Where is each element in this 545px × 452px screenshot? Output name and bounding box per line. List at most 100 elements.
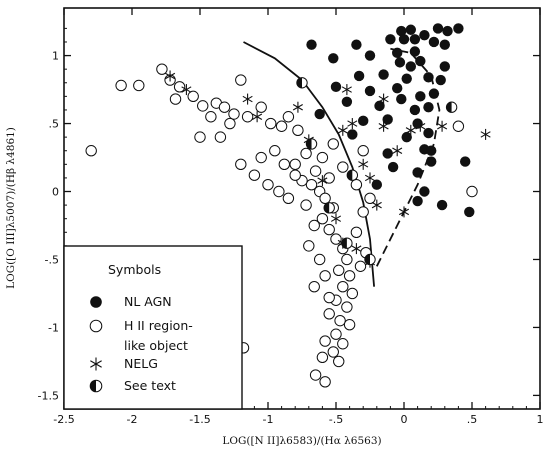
x-tick-label: 1 (537, 413, 544, 426)
asterisk-point (242, 93, 253, 105)
filled-circle-point (347, 129, 358, 140)
open-circle-point (330, 233, 342, 245)
asterisk-point (181, 84, 192, 96)
filled-circle-point (330, 81, 342, 93)
open-circle-point (85, 145, 97, 157)
open-circle-point (282, 192, 295, 205)
open-circle-point (313, 253, 326, 266)
open-circle-point (327, 346, 339, 358)
filled-circle-point (428, 36, 440, 48)
x-axis-label: LOG([N II]λ6583)/(Hα λ6563) (222, 435, 381, 447)
open-circle-point (350, 226, 363, 238)
filled-circle-point (439, 61, 450, 72)
filled-circle-point (426, 156, 437, 167)
filled-circle-point (409, 104, 421, 116)
asterisk-point (292, 101, 303, 113)
open-circle-point (265, 117, 277, 130)
open-circle-point (115, 79, 127, 92)
open-circle-point (300, 147, 312, 160)
open-circle-point (309, 369, 322, 381)
asterisk-point (437, 120, 448, 132)
y-tick-label: -1.5 (38, 389, 59, 402)
asterisk-point (480, 128, 491, 140)
filled-circle-point (423, 127, 434, 139)
x-tick-label: -2 (127, 413, 138, 426)
open-circle-point (218, 101, 231, 113)
open-circle-point (343, 270, 356, 282)
asterisk-point (165, 70, 176, 82)
asterisk-point (398, 206, 410, 218)
open-circle-point (235, 158, 247, 171)
open-circle-point (319, 270, 331, 282)
filled-circle-point (353, 70, 365, 82)
filled-circle-point (374, 100, 385, 112)
open-circle-point (350, 179, 363, 191)
filled-circle-point (364, 50, 376, 61)
filled-circle-point (378, 69, 389, 80)
open-circle-point (305, 179, 318, 191)
legend-marker-asterisk (90, 357, 102, 371)
open-circle-point (292, 124, 304, 137)
open-circle-point (248, 169, 261, 181)
half-filled-circle-point (445, 101, 458, 113)
open-circle-point (341, 301, 353, 313)
open-circle-point (273, 185, 285, 198)
half-filled-circle-point (346, 169, 359, 181)
x-tick-label: -1 (263, 413, 274, 426)
filled-circle-point (426, 145, 437, 156)
open-circle-point (327, 138, 339, 150)
filled-circle-point (401, 73, 412, 84)
open-circle-point (337, 280, 349, 293)
filled-circle-point (460, 156, 471, 167)
open-circle-point (156, 63, 168, 75)
open-circle-point (309, 165, 322, 177)
open-circle-point (241, 111, 254, 123)
filled-circle-point (415, 55, 426, 67)
open-circle-point (319, 192, 331, 205)
y-tick-label: 1 (52, 50, 59, 63)
filled-circle-point (396, 93, 407, 105)
open-circle-point (316, 351, 329, 364)
asterisk-point (392, 145, 403, 157)
y-axis-label: LOG([O III]λ5007)/(Hβ λ4861) (5, 127, 17, 289)
filled-circle-point (412, 118, 423, 129)
open-circle-point (357, 206, 369, 218)
filled-circle-point (436, 199, 448, 211)
filled-circle-point (341, 96, 353, 107)
filled-circle-point (314, 108, 325, 120)
plot-area (63, 7, 541, 410)
open-circle-point (187, 90, 199, 103)
open-circle-point (282, 111, 295, 123)
asterisk-point (341, 84, 352, 96)
legend-marker-open-circle (89, 319, 103, 333)
filled-circle-point (435, 74, 446, 86)
filled-circle-point (412, 195, 423, 207)
asterisk-point (371, 199, 382, 211)
legend-marker-half-filled-circle (89, 379, 103, 393)
open-circle-point (316, 151, 329, 164)
open-circle-point (275, 120, 288, 132)
y-tick-label: -1 (48, 321, 59, 334)
filled-circle-point (412, 167, 423, 178)
asterisk-point (351, 243, 362, 255)
filled-circle-point (419, 29, 430, 41)
filled-circle-point (328, 53, 339, 64)
open-circle-point (319, 376, 331, 388)
legend-label: NL AGN (124, 294, 172, 309)
open-circle-point (197, 100, 209, 112)
open-circle-point (262, 179, 274, 191)
asterisk-point (358, 158, 369, 170)
legend-label: See text (124, 378, 176, 393)
asterisk-point (252, 111, 263, 123)
open-circle-point (341, 253, 353, 266)
half-filled-circle-point (364, 253, 376, 266)
open-circle-point (337, 338, 349, 350)
asterisk-point (330, 213, 342, 225)
open-circle-point (323, 291, 335, 304)
open-circle-point (330, 328, 342, 340)
filled-circle-point (405, 61, 416, 72)
open-circle-point (278, 158, 291, 171)
open-circle-point (224, 117, 236, 130)
filled-circle-point (405, 24, 416, 35)
